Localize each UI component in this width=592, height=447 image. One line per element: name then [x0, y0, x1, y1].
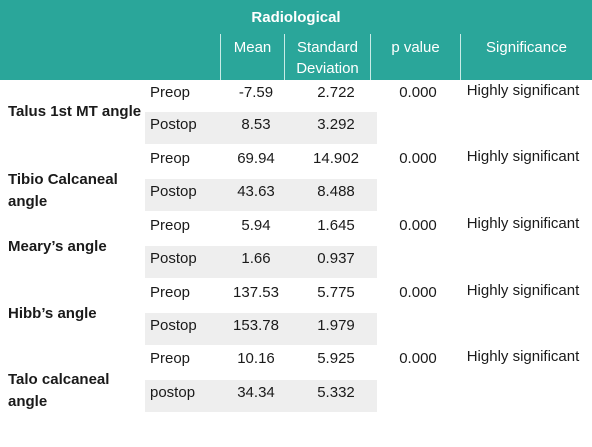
table-row: Preop 69.94 14.902	[145, 146, 377, 178]
row-significance: Highly significant	[466, 348, 580, 365]
row-kind: Postop	[150, 116, 197, 133]
row-sd: 2.722	[317, 84, 355, 101]
table-row: Postop 153.78 1.979	[145, 313, 377, 345]
row-sd: 1.645	[317, 217, 355, 234]
row-kind: Postop	[150, 317, 197, 334]
row-mean: -7.59	[238, 84, 274, 101]
row-kind: Preop	[150, 150, 191, 167]
row-significance: Highly significant	[466, 215, 580, 232]
row-sd: 5.775	[317, 284, 355, 301]
table-row: Preop 137.53 5.775	[145, 280, 377, 312]
row-mean: 10.16	[237, 350, 275, 367]
row-sd: 14.902	[313, 150, 359, 167]
row-sd: 0.937	[317, 250, 355, 267]
row-significance: Highly significant	[466, 82, 580, 99]
row-mean: 43.63	[237, 183, 275, 200]
row-sd: 1.979	[317, 317, 355, 334]
header-standard-deviation: Standard Deviation	[284, 34, 370, 80]
header-empty	[0, 34, 220, 80]
row-label: Meary’s angle	[8, 238, 107, 255]
table-row: Postop 43.63 8.488	[145, 179, 377, 211]
row-kind: Preop	[150, 84, 191, 101]
row-label: Tibio Calcaneal angle	[8, 171, 118, 210]
row-mean: 1.66	[241, 250, 271, 267]
table-row: Postop 8.53 3.292	[145, 112, 377, 144]
row-kind: Preop	[150, 284, 191, 301]
row-mean: 69.94	[237, 150, 275, 167]
row-mean: 153.78	[233, 317, 279, 334]
row-sd: 5.332	[317, 384, 355, 401]
row-sd: 3.292	[317, 116, 355, 133]
row-kind: Preop	[150, 217, 191, 234]
table-row: Preop 10.16 5.925	[145, 346, 377, 378]
row-kind: Postop	[150, 250, 197, 267]
row-kind: Postop	[150, 183, 197, 200]
table-title: Radiological	[0, 0, 592, 34]
row-label: Hibb’s angle	[8, 305, 97, 322]
row-mean: 34.34	[237, 384, 275, 401]
table-row: Preop -7.59 2.722	[145, 80, 377, 112]
row-p-value: 0.000	[399, 84, 437, 101]
row-significance: Highly significant	[466, 282, 580, 299]
table-row: postop 34.34 5.332	[145, 380, 377, 412]
row-significance: Highly significant	[466, 148, 580, 165]
row-sd: 5.925	[317, 350, 355, 367]
row-sd: 8.488	[317, 183, 355, 200]
row-kind: Preop	[150, 350, 191, 367]
row-mean: 5.94	[241, 217, 271, 234]
table-row: Postop 1.66 0.937	[145, 246, 377, 278]
row-p-value: 0.000	[399, 350, 437, 367]
table-header: Mean Standard Deviation p value Signific…	[0, 34, 592, 80]
row-mean: 8.53	[241, 116, 271, 133]
header-p-value: p value	[370, 34, 460, 80]
row-kind: postop	[150, 384, 196, 401]
row-p-value: 0.000	[399, 217, 437, 234]
row-label: Talo calcaneal angle	[8, 371, 110, 410]
row-p-value: 0.000	[399, 150, 437, 167]
row-label: Talus 1st MT angle	[8, 103, 142, 120]
table-row: Preop 5.94 1.645	[145, 213, 377, 245]
header-mean: Mean	[220, 34, 284, 80]
row-mean: 137.53	[233, 284, 279, 301]
row-p-value: 0.000	[399, 284, 437, 301]
header-significance: Significance	[460, 34, 592, 80]
